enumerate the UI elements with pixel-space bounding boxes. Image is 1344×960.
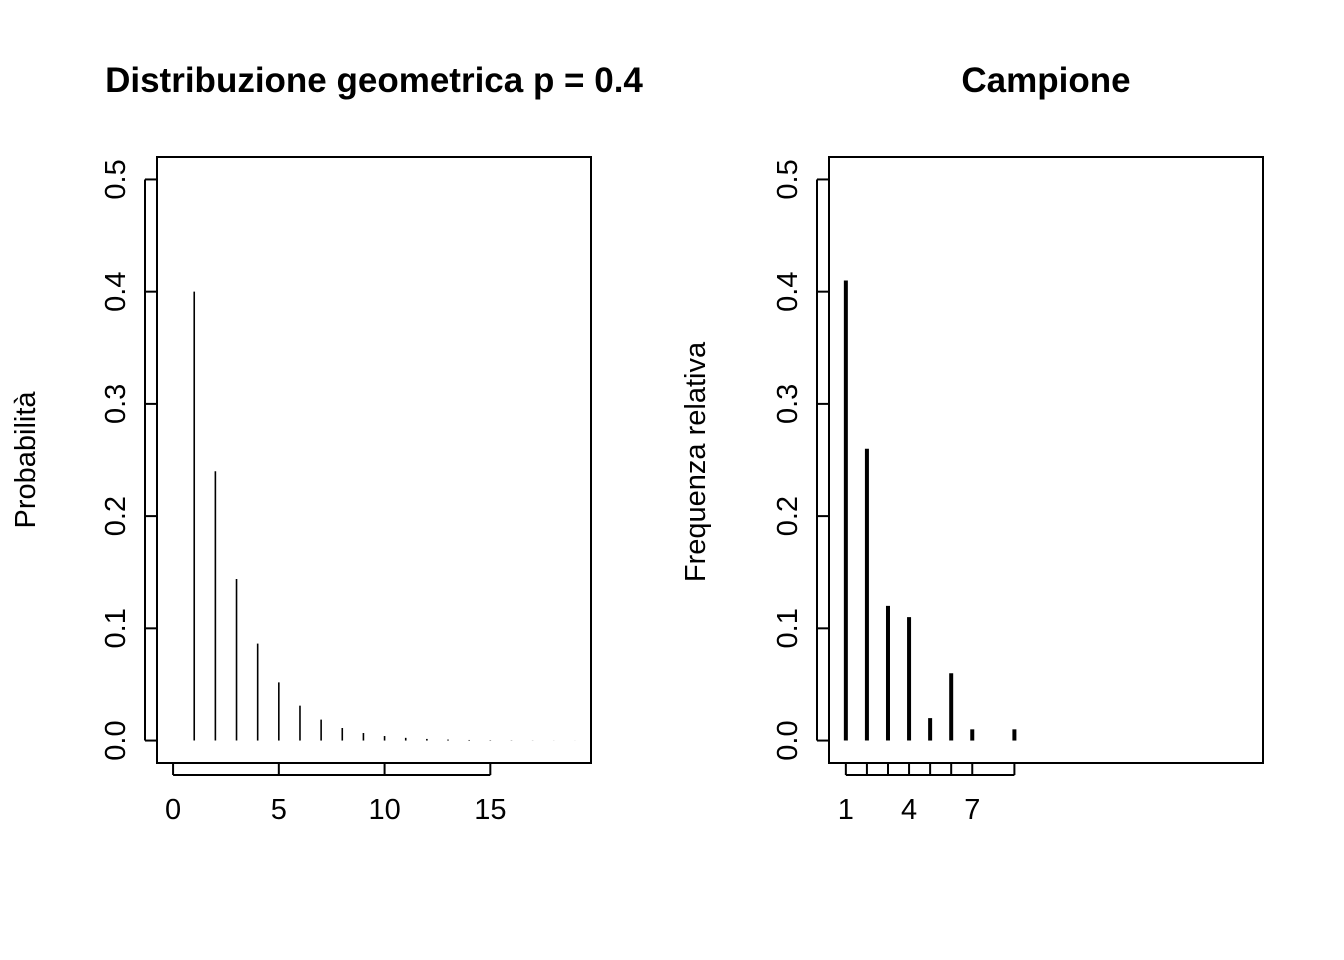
- y-axis-label: Frequenza relativa: [680, 341, 712, 582]
- plot-frame: [156, 156, 592, 764]
- plot-frame: [828, 156, 1264, 764]
- chart-title: Campione: [961, 61, 1130, 100]
- geometric-distribution-panel: Distribuzione geometrica p = 0.4 Probabi…: [10, 61, 643, 826]
- x-tick-label: 4: [901, 794, 917, 826]
- y-tick-label: 0.5: [100, 159, 132, 199]
- data-layer: [193, 291, 576, 741]
- tick-layer: 0.0 0.1 0.2 0.3 0.4 0.5 0 5 10 15: [100, 159, 506, 826]
- y-axis-label: Probabilità: [10, 391, 42, 529]
- x-tick-label: 1: [838, 794, 854, 826]
- sample-panel: Campione Frequenza relativa 0.0 0.1 0.2 0.3…: [680, 61, 1264, 826]
- y-tick-label: 0.2: [100, 496, 132, 536]
- x-tick-label: 10: [368, 794, 400, 826]
- x-tick-label: 7: [964, 794, 980, 826]
- y-tick-label: 0.0: [772, 720, 804, 760]
- x-tick-label: 5: [271, 794, 287, 826]
- y-tick-label: 0.2: [772, 496, 804, 536]
- y-tick-label: 0.5: [772, 159, 804, 199]
- y-tick-label: 0.3: [772, 384, 804, 424]
- y-tick-label: 0.0: [100, 720, 132, 760]
- y-tick-label: 0.4: [100, 272, 132, 312]
- data-layer: [843, 280, 1017, 741]
- y-tick-label: 0.1: [772, 608, 804, 648]
- tick-layer: 0.0 0.1 0.2 0.3 0.4 0.5 1 4 7: [772, 159, 1016, 826]
- y-tick-label: 0.4: [772, 272, 804, 312]
- x-tick-label: 0: [165, 794, 181, 826]
- x-tick-label: 15: [474, 794, 506, 826]
- y-tick-label: 0.1: [100, 608, 132, 648]
- y-tick-label: 0.3: [100, 384, 132, 424]
- chart-title: Distribuzione geometrica p = 0.4: [105, 61, 643, 100]
